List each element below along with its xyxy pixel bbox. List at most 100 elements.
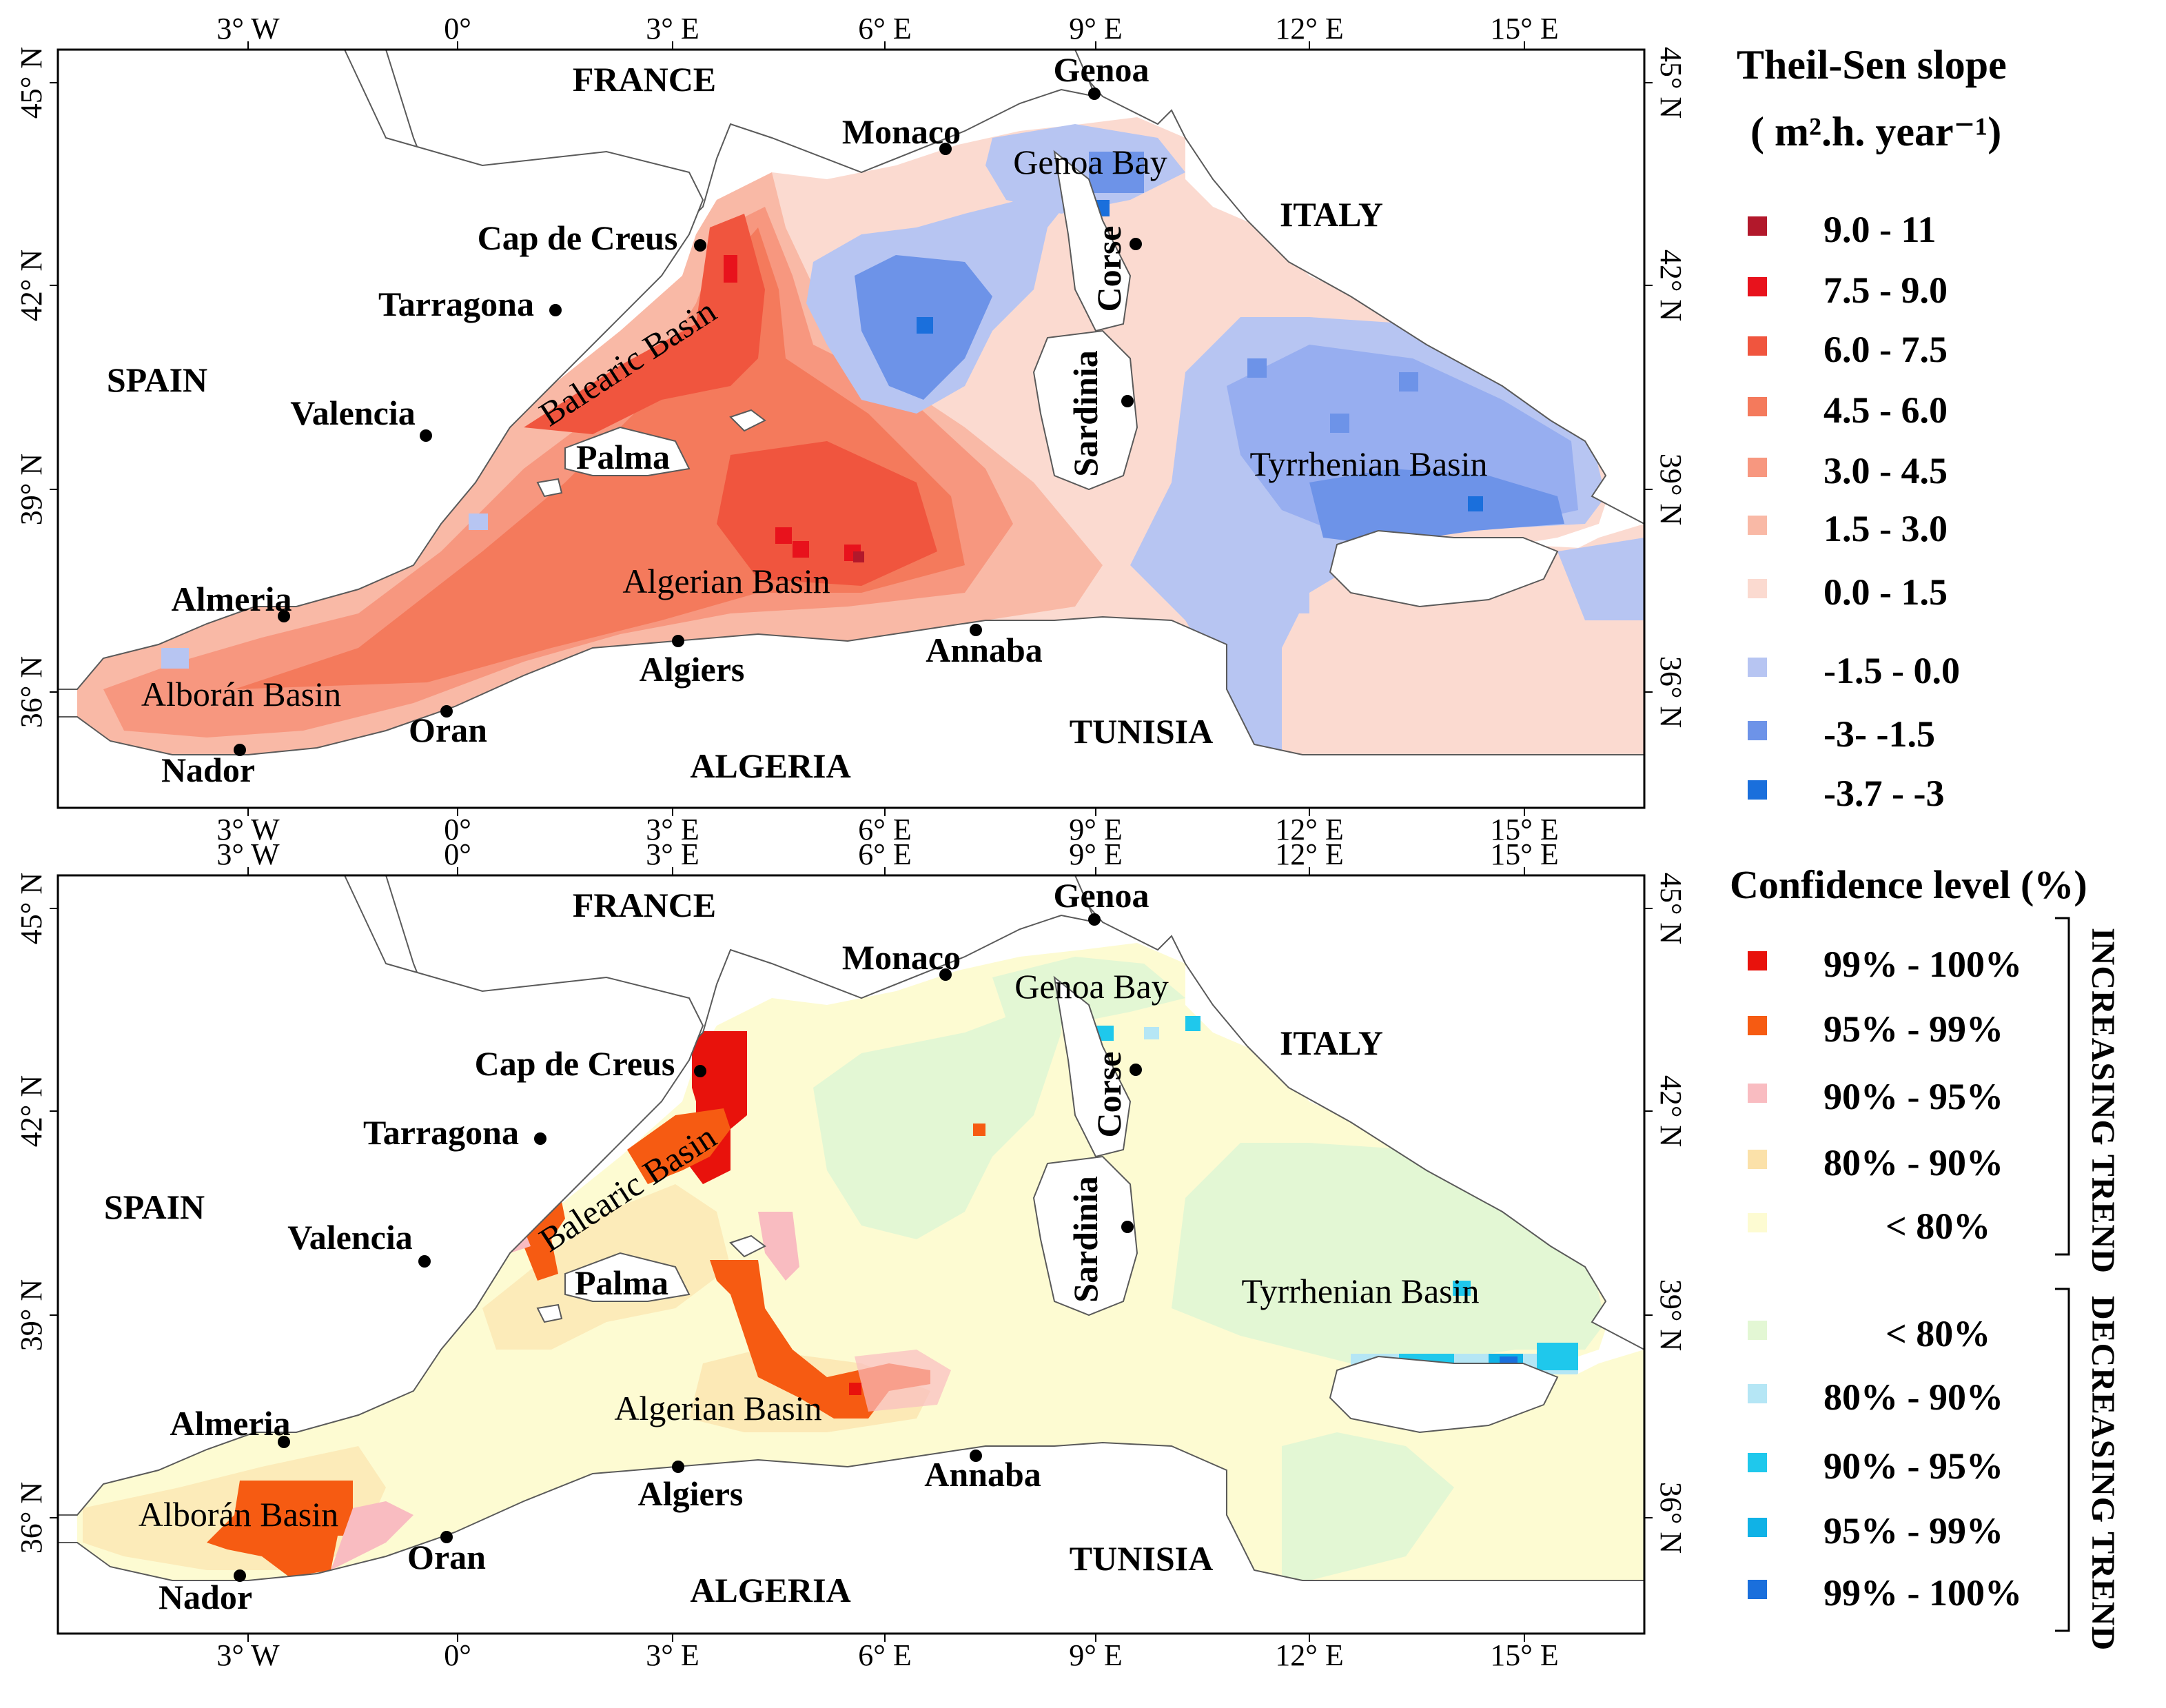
right-tick-label: 39° N bbox=[1654, 1279, 1682, 1351]
label-tunisia: TUNISIA bbox=[1070, 712, 1213, 751]
right-tick-label: 45° N bbox=[1654, 47, 1682, 119]
top-tick-label: 3° E bbox=[646, 12, 699, 45]
legend-label: 80% - 90% bbox=[1823, 1142, 2003, 1183]
valencia-dot bbox=[420, 429, 432, 442]
label-alboran-basin: Alborán Basin bbox=[141, 675, 341, 713]
slope-city-dots bbox=[234, 88, 1142, 756]
legend-label: 9.0 - 11 bbox=[1823, 209, 1937, 250]
right-tick-label: 36° N bbox=[1654, 1482, 1682, 1554]
legend-swatch bbox=[1748, 658, 1767, 677]
label-annaba: Annaba bbox=[924, 1455, 1041, 1494]
label-spain: SPAIN bbox=[107, 360, 207, 399]
cap-de-creus-dot bbox=[694, 1065, 706, 1077]
label-sardinia: Sardinia bbox=[1066, 350, 1105, 476]
legend-label: 0.0 - 1.5 bbox=[1823, 571, 1948, 613]
label-alboran-basin: Alborán Basin bbox=[139, 1495, 338, 1534]
slope-legend-units: ( m².h. year⁻¹) bbox=[1750, 109, 2002, 154]
decreasing-bracket bbox=[2055, 1288, 2070, 1632]
annaba-dot bbox=[970, 624, 982, 636]
legend-label: 6.0 - 7.5 bbox=[1823, 329, 1948, 370]
nador-dot bbox=[234, 744, 246, 756]
label-tarragona: Tarragona bbox=[363, 1113, 519, 1152]
legend-swatch bbox=[1748, 579, 1767, 598]
bottom-tick-label: 0° bbox=[444, 813, 471, 841]
confidence-land bbox=[58, 875, 1644, 1634]
monaco-dot bbox=[939, 143, 952, 155]
label-almeria: Almeria bbox=[170, 1404, 291, 1443]
bottom-tick-label: 3° W bbox=[216, 813, 280, 841]
legend-label: < 80% bbox=[1886, 1206, 1991, 1247]
label-algiers: Algiers bbox=[638, 1474, 744, 1513]
right-tick-label: 45° N bbox=[1654, 873, 1682, 944]
top-tick-label: 9° E bbox=[1069, 12, 1122, 45]
left-tick-label: 39° N bbox=[14, 454, 48, 525]
oran-dot bbox=[440, 705, 453, 718]
legend-label: < 80% bbox=[1886, 1313, 1991, 1354]
label-monaco: Monaco bbox=[842, 112, 961, 151]
legend-label: 3.0 - 4.5 bbox=[1823, 450, 1948, 491]
legend-label: -3.7 - -3 bbox=[1823, 773, 1945, 814]
legend-swatch bbox=[1748, 1321, 1767, 1340]
legend-swatch bbox=[1748, 1518, 1767, 1537]
label-tyrrhenian-basin: Tyrrhenian Basin bbox=[1241, 1272, 1479, 1310]
legend-label: -3- -1.5 bbox=[1823, 713, 1935, 755]
label-nador: Nador bbox=[161, 751, 255, 789]
legend-swatch bbox=[1748, 277, 1767, 296]
legend-swatch bbox=[1748, 1213, 1767, 1232]
left-tick-label: 45° N bbox=[14, 873, 48, 944]
legend-swatch bbox=[1748, 951, 1767, 970]
almeria-dot bbox=[278, 1436, 290, 1448]
label-palma: Palma bbox=[575, 1263, 668, 1302]
legend-swatch bbox=[1748, 1384, 1767, 1403]
legend-swatch bbox=[1748, 397, 1767, 416]
label-tunisia: TUNISIA bbox=[1070, 1539, 1213, 1578]
label-palma: Palma bbox=[576, 438, 670, 476]
top-tick-label: 12° E bbox=[1275, 12, 1343, 45]
bottom-tick-label: 9° E bbox=[1069, 813, 1122, 841]
slope-axis-labels: 3° W 0° 3° E 6° E 9° E 12° E 15° E 3° W … bbox=[14, 12, 1682, 841]
label-cap-de-creus: Cap de Creus bbox=[478, 218, 678, 257]
confidence-level-map: FRANCE Genoa Monaco Genoa Bay ITALY Cap … bbox=[14, 837, 1682, 1667]
legend-label: 80% - 90% bbox=[1823, 1376, 2003, 1418]
label-tarragona: Tarragona bbox=[378, 285, 534, 323]
theil-sen-slope-map: FRANCE Genoa Monaco Genoa Bay ITALY Cap … bbox=[14, 12, 1682, 841]
right-tick-label: 39° N bbox=[1654, 454, 1682, 525]
legend-label: 99% - 100% bbox=[1823, 1572, 2022, 1614]
sardinia-dot bbox=[1121, 1221, 1134, 1233]
top-tick-label: 6° E bbox=[858, 12, 911, 45]
genoa-dot bbox=[1088, 88, 1101, 100]
label-algiers: Algiers bbox=[640, 650, 745, 689]
label-algerian-basin: Algerian Basin bbox=[622, 562, 830, 600]
oran-dot bbox=[440, 1531, 453, 1543]
legend-label: 4.5 - 6.0 bbox=[1823, 389, 1948, 431]
label-corse: Corse bbox=[1090, 226, 1128, 312]
sardinia-dot bbox=[1121, 395, 1134, 407]
bottom-tick-label: 3° W bbox=[216, 1638, 280, 1667]
label-france: FRANCE bbox=[573, 886, 716, 924]
legend-label: 1.5 - 3.0 bbox=[1823, 508, 1948, 549]
slope-legend: Theil-Sen slope ( m².h. year⁻¹) 9.0 - 11… bbox=[1723, 41, 2150, 814]
bottom-tick-label: 6° E bbox=[858, 813, 911, 841]
confidence-axis-labels: 3° W 0° 3° E 6° E 9° E 12° E 15° E 3° W … bbox=[14, 837, 1682, 1667]
label-almeria: Almeria bbox=[172, 580, 292, 618]
top-tick-label: 15° E bbox=[1490, 12, 1558, 45]
confidence-place-labels: FRANCE Genoa Monaco Genoa Bay ITALY Cap … bbox=[104, 876, 1480, 1616]
label-oran: Oran bbox=[407, 1538, 486, 1576]
left-tick-label: 42° N bbox=[14, 250, 48, 321]
legend-swatch bbox=[1748, 1150, 1767, 1169]
label-genoa-bay: Genoa Bay bbox=[1014, 967, 1169, 1006]
legend-swatch bbox=[1748, 1453, 1767, 1472]
top-tick-label: 3° E bbox=[646, 837, 699, 871]
confidence-legend-title: Confidence level (%) bbox=[1730, 862, 2087, 907]
algiers-dot bbox=[672, 635, 684, 647]
label-annaba: Annaba bbox=[926, 631, 1043, 669]
corse-dot bbox=[1130, 238, 1142, 250]
legend-label: -1.5 - 0.0 bbox=[1823, 650, 1960, 691]
increasing-bracket bbox=[2055, 917, 2070, 1256]
left-tick-label: 36° N bbox=[14, 656, 48, 728]
top-tick-label: 0° bbox=[444, 12, 471, 45]
valencia-dot bbox=[418, 1255, 431, 1268]
label-valencia: Valencia bbox=[290, 394, 416, 432]
legend-swatch bbox=[1748, 721, 1767, 740]
legend-swatch bbox=[1748, 1084, 1767, 1103]
